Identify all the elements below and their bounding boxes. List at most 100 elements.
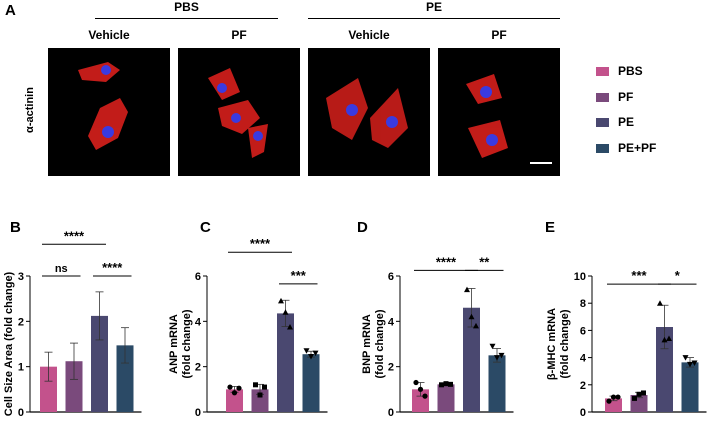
- data-point: [494, 355, 500, 361]
- bar-pe-pf: [116, 345, 134, 412]
- data-point: [632, 395, 637, 401]
- data-point: [468, 313, 475, 320]
- y-axis-label: BNP mRNA: [361, 314, 373, 374]
- group-header-pbs: PBS: [174, 0, 199, 14]
- significance-label: **: [479, 254, 490, 269]
- y-tick-label: 0: [580, 407, 586, 419]
- data-point: [303, 348, 310, 354]
- y-tick-label: 10: [574, 271, 586, 283]
- data-point: [498, 352, 505, 359]
- data-point: [312, 350, 319, 357]
- data-point: [227, 384, 233, 390]
- data-point: [287, 324, 293, 330]
- y-tick-label: 0: [388, 407, 394, 419]
- bar-pe-pf: [681, 362, 699, 412]
- significance-label: ****: [436, 254, 457, 269]
- y-tick-label: 4: [388, 316, 395, 328]
- y-tick-label: 6: [388, 271, 394, 283]
- data-point: [422, 393, 428, 399]
- bar-pbs: [226, 389, 243, 412]
- legend-swatch-pe-pf: [596, 144, 609, 153]
- bar-pe: [463, 307, 480, 412]
- data-point: [262, 384, 267, 390]
- y-tick-label: 1: [18, 362, 24, 374]
- bar-pe-pf: [488, 355, 506, 412]
- data-point: [413, 379, 419, 386]
- significance-label: ****: [102, 260, 123, 275]
- significance-label: ns: [55, 263, 68, 275]
- data-point: [231, 390, 238, 396]
- data-point: [687, 361, 693, 368]
- data-point: [657, 300, 663, 306]
- y-tick-label: 8: [580, 298, 586, 310]
- data-point: [253, 382, 258, 388]
- y-axis-label: β-MHC mRNA: [546, 308, 558, 380]
- bar-pe: [277, 313, 294, 412]
- data-point: [606, 398, 612, 404]
- sub-header-vehicle-2: Vehicle: [348, 28, 390, 42]
- y-tick-label: 2: [195, 362, 201, 374]
- y-tick-label: 4: [580, 353, 587, 365]
- data-point: [489, 343, 496, 350]
- scale-bar: [530, 162, 552, 164]
- micrograph-pbs-pf: [178, 48, 300, 176]
- data-point: [257, 392, 263, 398]
- bar-pf: [251, 389, 269, 412]
- micrograph-pe-pf: [438, 48, 560, 176]
- significance-label: *: [675, 268, 681, 283]
- y-axis-label: Cell Size Area (fold change): [3, 271, 15, 416]
- y-tick-label: 4: [195, 316, 202, 328]
- group-header-pbs-line: [95, 18, 278, 19]
- y-tick-label: 6: [580, 325, 586, 337]
- bar-pe: [91, 315, 108, 412]
- data-point: [308, 353, 314, 360]
- group-header-pe: PE: [425, 0, 442, 14]
- y-tick-label: 2: [388, 362, 394, 374]
- significance-label: ****: [250, 236, 271, 251]
- data-point: [448, 381, 453, 387]
- panel-label: E: [545, 219, 555, 236]
- y-axis-label: (fold change): [181, 309, 193, 378]
- legend-label-pf: PF: [618, 90, 634, 104]
- y-axis-label: (fold change): [559, 309, 571, 378]
- sub-header-pf-2: PF: [491, 28, 507, 42]
- y-axis-label: (fold change): [374, 309, 386, 378]
- significance-label: ****: [64, 228, 85, 243]
- data-point: [464, 286, 470, 293]
- data-point: [636, 391, 642, 397]
- bar-pe-pf: [302, 354, 320, 412]
- legend-swatch-pf: [596, 93, 609, 102]
- legend-swatch-pe: [596, 118, 609, 127]
- panel-label: D: [357, 219, 368, 236]
- data-point: [417, 386, 424, 392]
- legend-label-pbs: PBS: [618, 64, 643, 78]
- group-header-pe-line: [308, 18, 560, 19]
- data-point: [641, 390, 646, 396]
- panel-a-label: A: [5, 2, 16, 19]
- y-axis-label: ANP mRNA: [168, 314, 180, 374]
- bar-pf: [437, 384, 455, 412]
- data-point: [278, 297, 284, 304]
- bar-pe: [656, 327, 673, 412]
- data-point: [691, 360, 698, 367]
- data-point: [682, 355, 689, 361]
- significance-label: ***: [291, 268, 307, 283]
- micrograph-pbs-vehicle: [48, 48, 170, 176]
- data-point: [236, 385, 242, 391]
- data-point: [443, 381, 449, 387]
- legend-label-pe-pf: PE+PF: [618, 141, 657, 155]
- panel-label: B: [10, 219, 21, 236]
- significance-label: ***: [631, 268, 647, 283]
- y-tick-label: 6: [195, 271, 201, 283]
- legend-swatch-pbs: [596, 67, 609, 76]
- y-tick-label: 0: [18, 407, 24, 419]
- y-tick-label: 2: [18, 316, 24, 328]
- panel-label: C: [200, 219, 211, 236]
- data-point: [282, 309, 289, 315]
- legend-label-pe: PE: [618, 115, 635, 129]
